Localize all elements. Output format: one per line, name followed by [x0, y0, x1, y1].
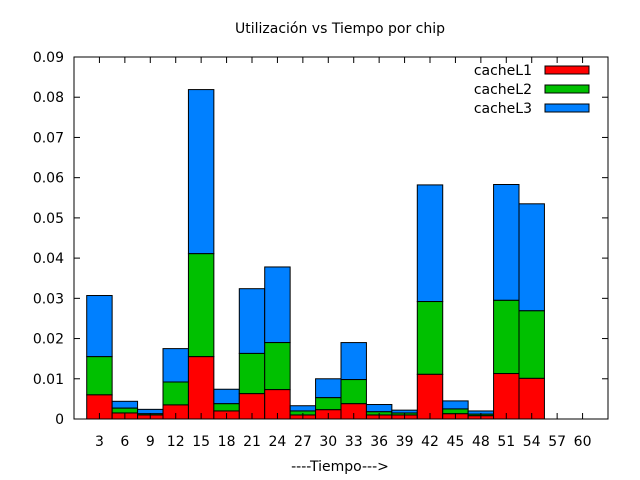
x-axis-label: ----Tiempo---> — [291, 459, 389, 475]
y-tick-label: 0.02 — [33, 332, 64, 348]
bar-cacheL2-3 — [86, 356, 113, 396]
bar-cacheL3-27 — [289, 405, 317, 412]
bar-cacheL1-15 — [187, 356, 215, 420]
x-tick-label: 45 — [447, 434, 465, 450]
y-tick-label: 0.07 — [33, 130, 64, 146]
bar-cacheL3-51 — [493, 184, 520, 301]
bar-cacheL2-18 — [213, 403, 240, 412]
y-tick-label: 0.05 — [33, 211, 64, 227]
bar-cacheL3-24 — [264, 266, 291, 344]
x-tick-label: 42 — [421, 434, 439, 450]
legend-label-cacheL1: cacheL1 — [474, 63, 532, 79]
x-tick-label: 54 — [523, 434, 541, 450]
x-tick-label: 12 — [167, 434, 185, 450]
bar-cacheL3-45 — [442, 400, 469, 410]
x-tick-label: 21 — [243, 434, 261, 450]
x-tick-label: 51 — [497, 434, 515, 450]
x-tick-label: 15 — [192, 434, 210, 450]
x-tick-label: 6 — [120, 434, 129, 450]
bar-cacheL3-54 — [518, 203, 545, 312]
y-tick-label: 0.09 — [33, 50, 64, 66]
y-tick-label: 0 — [55, 412, 64, 428]
x-tick-label: 57 — [548, 434, 566, 450]
x-tick-label: 48 — [472, 434, 490, 450]
bar-cacheL2-24 — [264, 342, 291, 391]
bar-cacheL3-6 — [111, 400, 139, 409]
chart-title: Utilización vs Tiempo por chip — [235, 21, 445, 37]
legend-label-cacheL2: cacheL2 — [474, 82, 532, 98]
plot-frame — [73, 56, 609, 420]
legend: cacheL1 cacheL2 cacheL3 — [474, 63, 590, 117]
bar-cacheL3-18 — [213, 388, 240, 405]
bar-cacheL2-54 — [518, 310, 545, 379]
y-tick-label: 0.01 — [33, 372, 64, 388]
x-tick-label: 33 — [345, 434, 363, 450]
x-tick-label: 18 — [218, 434, 236, 450]
bar-cacheL1-54 — [518, 377, 545, 420]
y-tick-label: 0.06 — [33, 171, 64, 187]
bar-cacheL3-15 — [187, 89, 215, 255]
x-tick-label: 9 — [146, 434, 155, 450]
bar-cacheL3-3 — [86, 295, 113, 358]
x-tick-label: 30 — [319, 434, 337, 450]
x-tick-label: 24 — [269, 434, 287, 450]
x-tick-label: 3 — [95, 434, 104, 450]
x-tick-label: 36 — [370, 434, 388, 450]
bar-cacheL3-42 — [416, 184, 444, 303]
x-tick-label: 39 — [396, 434, 414, 450]
y-tick-label: 0.03 — [33, 291, 64, 307]
bar-cacheL2-6 — [111, 407, 139, 414]
y-tick-label: 0.04 — [33, 251, 64, 267]
bar-cacheL3-30 — [315, 378, 342, 399]
bar-cacheL2-33 — [340, 379, 367, 405]
bar-cacheL3-33 — [340, 342, 367, 381]
bar-cacheL2-42 — [416, 301, 444, 375]
bar-cacheL2-12 — [162, 381, 189, 406]
bar-cacheL3-12 — [162, 348, 189, 383]
legend-swatch-cacheL2 — [544, 84, 590, 94]
y-tick-label: 0.08 — [33, 90, 64, 106]
bar-cacheL2-30 — [315, 397, 342, 411]
bar-cacheL1-42 — [416, 373, 444, 420]
x-tick-label: 27 — [294, 434, 312, 450]
x-tick-label: 60 — [574, 434, 592, 450]
bar-cacheL1-51 — [493, 373, 520, 420]
legend-label-cacheL3: cacheL3 — [474, 101, 532, 117]
bar-cacheL3-36 — [365, 404, 393, 413]
axes-layer: 0 0.01 0.02 0.03 0.04 0.05 0.06 0.07 0.08 0.09 3 6 9… — [33, 50, 608, 450]
bars-layer — [86, 89, 545, 420]
bar-cacheL2-51 — [493, 299, 520, 375]
bar-cacheL3-21 — [238, 288, 266, 354]
bar-cacheL2-15 — [187, 253, 215, 358]
legend-swatch-cacheL1 — [544, 65, 590, 75]
bar-cacheL2-21 — [238, 352, 266, 395]
legend-swatch-cacheL3 — [544, 103, 590, 113]
